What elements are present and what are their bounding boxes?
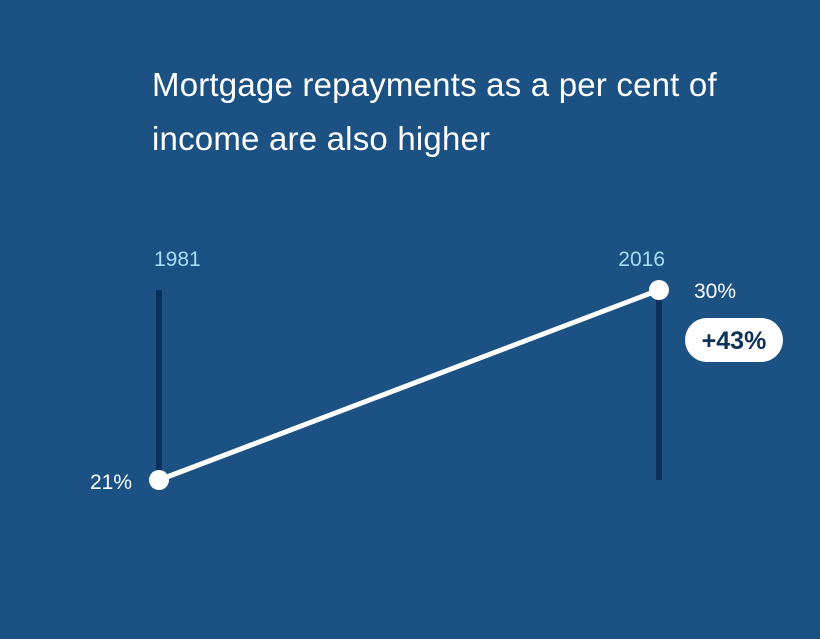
year-label-2016: 2016 [618, 248, 665, 271]
data-point-2016 [649, 280, 669, 300]
slope-line [156, 287, 662, 483]
change-badge [685, 318, 783, 362]
chart-title: Mortgage repayments as a per cent of inc… [152, 66, 717, 157]
change-badge-label: +43% [702, 327, 767, 355]
year-label-1981: 1981 [154, 248, 201, 271]
value-label-2016: 30% [694, 280, 736, 303]
data-point-1981 [149, 470, 169, 490]
value-label-1981: 21% [90, 471, 132, 494]
